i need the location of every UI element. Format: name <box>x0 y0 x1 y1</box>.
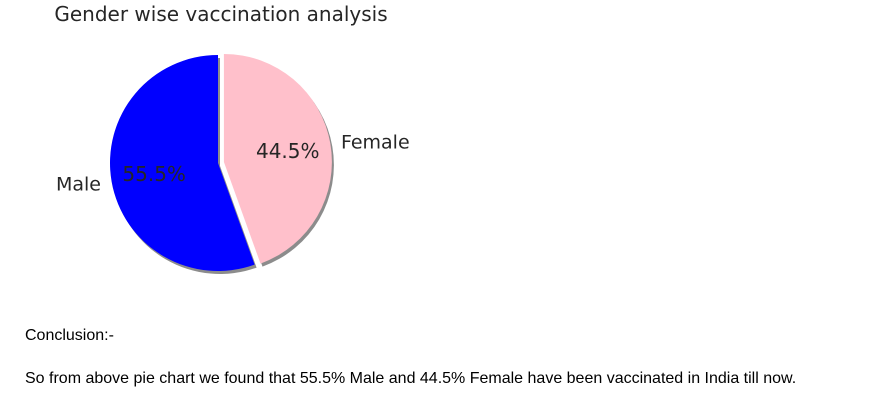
pie-category-label-male: Male <box>56 173 101 195</box>
pie-slice-male <box>110 55 255 271</box>
chart-title: Gender wise vaccination analysis <box>54 2 387 26</box>
pie-group: 55.5% Male 44.5% Female <box>56 53 410 274</box>
pie-chart: Gender wise vaccination analysis 55.5% Ma… <box>0 0 460 300</box>
conclusion-text: So from above pie chart we found that 55… <box>25 370 797 387</box>
pie-slice-female <box>223 53 332 264</box>
pie-chart-svg: Gender wise vaccination analysis 55.5% Ma… <box>54 2 410 274</box>
conclusion-heading: Conclusion:- <box>25 327 114 344</box>
pie-pct-label-male: 55.5% <box>122 162 186 186</box>
pie-pct-label-female: 44.5% <box>256 139 320 163</box>
pie-category-label-female: Female <box>341 132 410 154</box>
